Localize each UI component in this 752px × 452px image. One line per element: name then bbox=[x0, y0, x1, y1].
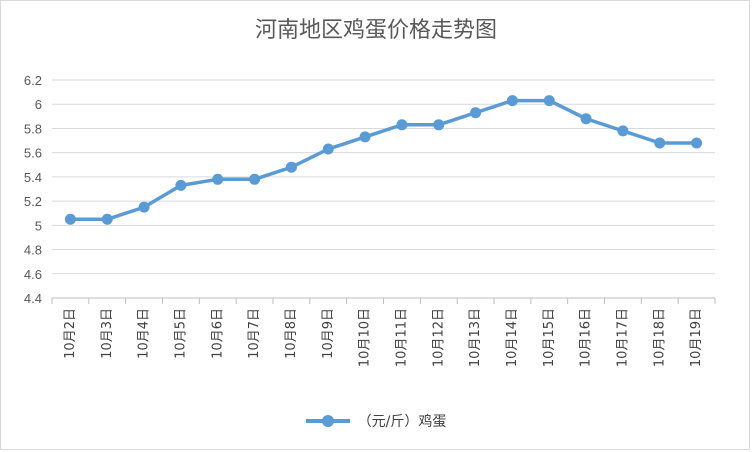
data-point bbox=[249, 173, 261, 185]
x-tick-label: 10月6日 bbox=[210, 308, 225, 359]
x-tick-label: 10月19日 bbox=[689, 308, 704, 367]
data-point bbox=[64, 213, 76, 225]
data-point bbox=[506, 95, 518, 107]
x-tick-label: 10月4日 bbox=[137, 308, 152, 359]
x-tick-label: 10月3日 bbox=[100, 308, 115, 359]
series-line bbox=[68, 98, 699, 222]
data-point bbox=[691, 137, 703, 149]
x-axis: 10月2日 10月3日 10月4日 10月5日 10月6日 10月7日 10月8日 10月9日… bbox=[51, 297, 716, 367]
chart-title: 河南地区鸡蛋价格走势图 bbox=[254, 18, 497, 43]
x-tick-label: 10月12日 bbox=[431, 308, 446, 367]
y-tick-label: 4.6 bbox=[24, 267, 42, 282]
x-tick-label: 10月5日 bbox=[173, 308, 188, 359]
x-tick-label: 10月2日 bbox=[63, 308, 78, 359]
x-tick-label: 10月18日 bbox=[652, 308, 667, 367]
x-tick-label: 10月13日 bbox=[468, 308, 483, 367]
y-tick-label: 6 bbox=[35, 97, 42, 112]
y-tick-label: 6.2 bbox=[24, 73, 42, 88]
y-tick-label: 5.6 bbox=[24, 146, 42, 161]
y-tick-label: 4.8 bbox=[24, 243, 42, 258]
data-point bbox=[654, 137, 666, 149]
x-tick-label: 10月7日 bbox=[247, 308, 262, 359]
data-point bbox=[101, 213, 113, 225]
x-tick-label: 10月14日 bbox=[505, 308, 520, 367]
x-tick-label: 10月11日 bbox=[394, 308, 409, 367]
x-tick-label: 10月8日 bbox=[284, 308, 299, 359]
gridlines bbox=[52, 79, 715, 299]
data-point bbox=[285, 161, 297, 173]
data-point bbox=[359, 131, 371, 143]
data-point bbox=[138, 201, 150, 213]
y-tick-label: 5.4 bbox=[24, 170, 42, 185]
legend-label: （元/斤）鸡蛋 bbox=[357, 414, 447, 430]
x-tick-label: 10月15日 bbox=[542, 308, 557, 367]
y-tick-label: 5.8 bbox=[24, 121, 42, 136]
data-point bbox=[396, 119, 408, 131]
legend: （元/斤）鸡蛋 bbox=[0, 410, 752, 432]
legend-marker bbox=[305, 414, 350, 428]
data-point bbox=[580, 113, 592, 125]
data-point bbox=[322, 143, 334, 155]
x-tick-label: 10月16日 bbox=[579, 308, 594, 367]
data-point bbox=[212, 173, 224, 185]
y-tick-label: 5.2 bbox=[24, 194, 42, 209]
y-tick-label: 5 bbox=[35, 218, 42, 233]
data-point bbox=[175, 179, 187, 191]
data-point bbox=[543, 95, 555, 107]
x-tick-label: 10月9日 bbox=[321, 308, 336, 359]
x-tick-label: 10月17日 bbox=[615, 308, 630, 367]
series-layer bbox=[64, 95, 703, 225]
y-tick-label: 4.4 bbox=[24, 291, 42, 306]
data-point bbox=[433, 119, 445, 131]
data-point bbox=[470, 107, 482, 119]
y-axis-ticks: 4.4 4.6 4.8 5 5.2 5.4 5.6 5.8 6 6.2 bbox=[24, 73, 42, 306]
data-point bbox=[617, 125, 629, 137]
x-tick-label: 10月10日 bbox=[358, 308, 373, 367]
